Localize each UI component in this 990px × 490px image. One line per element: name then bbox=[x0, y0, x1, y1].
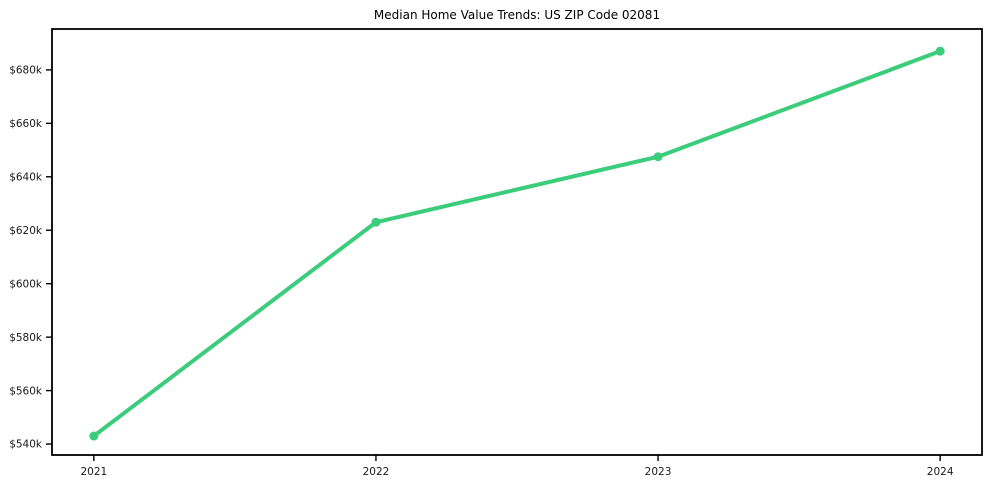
y-tick-label: $560k bbox=[9, 385, 43, 397]
data-point-marker bbox=[89, 431, 99, 441]
y-tick-label: $580k bbox=[9, 332, 43, 344]
x-tick-label: 2023 bbox=[645, 466, 672, 478]
y-tick-label: $660k bbox=[9, 118, 43, 130]
data-point-marker bbox=[653, 152, 663, 162]
data-point-marker bbox=[371, 217, 381, 227]
y-tick-label: $540k bbox=[9, 439, 43, 451]
x-tick-label: 2021 bbox=[80, 466, 107, 478]
trend-line bbox=[91, 49, 943, 439]
x-tick-label: 2022 bbox=[363, 466, 390, 478]
y-tick-label: $600k bbox=[9, 278, 43, 290]
chart-title: Median Home Value Trends: US ZIP Code 02… bbox=[373, 8, 661, 22]
y-tick-label: $680k bbox=[9, 65, 43, 77]
y-tick-label: $640k bbox=[9, 171, 43, 183]
y-tick-label: $620k bbox=[9, 225, 43, 237]
plot-border bbox=[51, 28, 983, 456]
x-tick-label: 2024 bbox=[927, 466, 954, 478]
data-point-marker bbox=[935, 46, 945, 56]
